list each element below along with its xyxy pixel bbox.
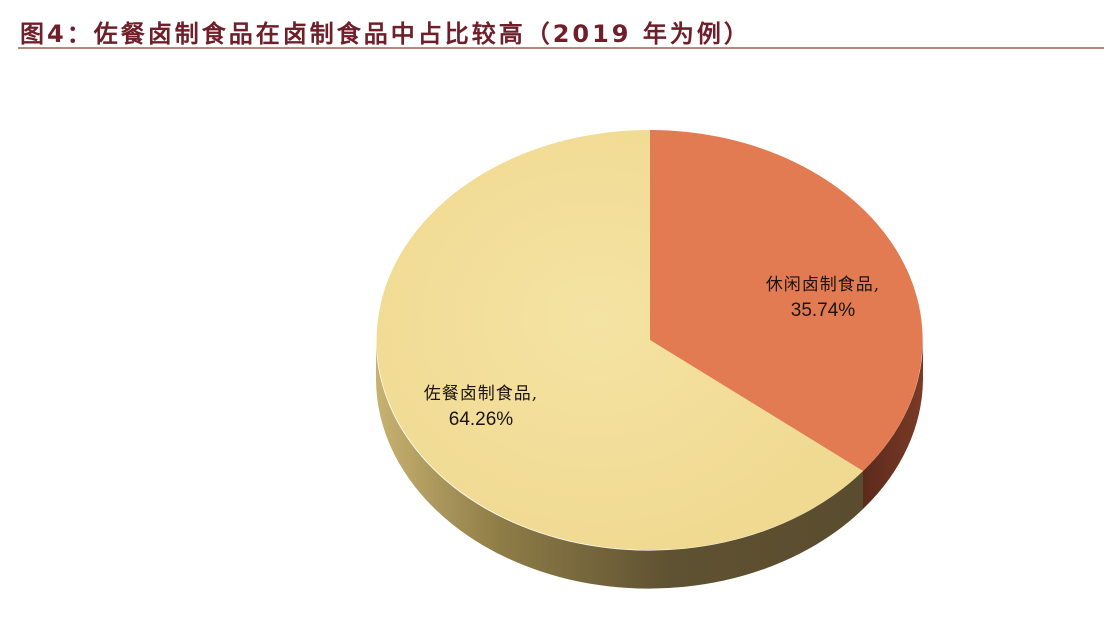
label-meal: 佐餐卤制食品, 64.26% (396, 381, 566, 433)
slice-side-leisure (863, 340, 923, 509)
chart-header: 图4：佐餐卤制食品在卤制食品中占比较高（2019 年为例） (18, 10, 1104, 50)
slice-leisure[interactable] (650, 130, 923, 471)
label-leisure: 休闲卤制食品, 35.74% (738, 272, 908, 324)
label-leisure-name: 休闲卤制食品, (765, 275, 881, 295)
label-meal-name: 佐餐卤制食品, (423, 384, 539, 404)
label-leisure-value: 35.74% (790, 300, 856, 321)
slice-side-meal (375, 340, 863, 589)
label-meal-value: 64.26% (448, 409, 514, 430)
title-divider (18, 47, 1104, 49)
chart-title: 图4：佐餐卤制食品在卤制食品中占比较高（2019 年为例） (20, 20, 751, 48)
slice-meal[interactable] (376, 129, 863, 550)
